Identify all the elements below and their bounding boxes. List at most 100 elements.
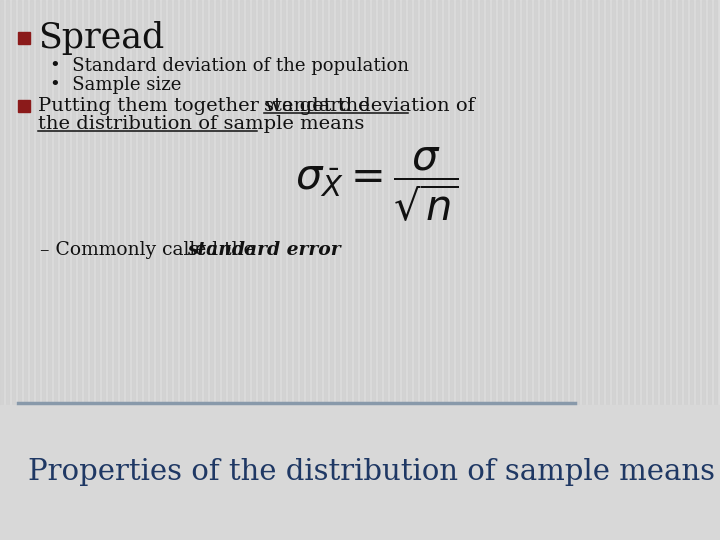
Bar [126,0,129,540]
Bar [408,0,411,540]
Bar [444,0,447,540]
Bar [330,0,333,540]
Bar [72,0,75,540]
Bar [18,32,30,44]
Bar [180,0,183,540]
Bar [372,0,375,540]
Text: $\sigma_{\bar{X}} = \dfrac{\sigma}{\sqrt{n}}$: $\sigma_{\bar{X}} = \dfrac{\sigma}{\sqrt… [295,146,459,224]
Bar [342,0,345,540]
Bar [282,0,285,540]
Bar [222,0,225,540]
Bar [252,0,255,540]
Bar [24,0,27,540]
Bar [48,0,51,540]
Bar [402,0,405,540]
Bar [96,0,99,540]
Bar [492,0,495,540]
Bar [456,0,459,540]
Bar [504,0,507,540]
Bar [690,0,693,540]
Bar [90,0,93,540]
Bar [360,0,363,540]
Bar [30,0,33,540]
Bar [276,0,279,540]
Text: standard error: standard error [187,241,341,259]
Bar [396,0,399,540]
Bar [540,0,543,540]
Bar [414,0,417,540]
Bar [18,100,30,112]
Text: the distribution of sample means: the distribution of sample means [38,115,364,133]
Bar [564,0,567,540]
Bar [240,0,243,540]
Bar [306,0,309,540]
Bar [300,0,303,540]
Bar [684,0,687,540]
Bar [696,0,699,540]
Text: •  Standard deviation of the population: • Standard deviation of the population [50,57,409,75]
Bar [630,0,633,540]
Bar [660,0,663,540]
Bar [18,0,21,540]
Bar [288,0,291,540]
Bar [234,0,237,540]
Bar [468,0,471,540]
Bar [534,0,537,540]
Bar [0,405,720,540]
Bar [432,0,435,540]
Bar [678,0,681,540]
Text: •  Sample size: • Sample size [50,76,181,94]
Bar [312,0,315,540]
Bar [486,0,489,540]
Bar [462,0,465,540]
Bar [624,0,627,540]
Bar [480,0,483,540]
Bar [198,0,201,540]
Bar [192,0,195,540]
Bar [576,0,579,540]
Bar [0,0,3,540]
Bar [210,0,213,540]
Bar [600,0,603,540]
Bar [570,0,573,540]
Bar [144,0,147,540]
Bar [672,0,675,540]
Bar [702,0,705,540]
Bar [582,0,585,540]
Bar [510,0,513,540]
Bar [264,0,267,540]
Text: standard deviation of: standard deviation of [264,97,475,115]
Bar [378,0,381,540]
Bar [528,0,531,540]
Bar [150,0,153,540]
Bar [138,0,141,540]
Bar [204,0,207,540]
Bar [174,0,177,540]
Bar [228,0,231,540]
Bar [54,0,57,540]
Bar [66,0,69,540]
Bar [450,0,453,540]
Bar [558,0,561,540]
Bar [552,0,555,540]
Bar [420,0,423,540]
Bar [714,0,717,540]
Bar [348,0,351,540]
Bar [318,0,321,540]
Bar [642,0,645,540]
Bar [120,0,123,540]
Bar [474,0,477,540]
Bar [270,0,273,540]
Bar [618,0,621,540]
Bar [654,0,657,540]
Bar [258,0,261,540]
Bar [498,0,501,540]
Bar [162,0,165,540]
Bar [114,0,117,540]
Bar [12,0,15,540]
Bar [336,0,339,540]
Bar [84,0,87,540]
Bar [6,0,9,540]
Text: Spread: Spread [38,21,164,55]
Bar [438,0,441,540]
